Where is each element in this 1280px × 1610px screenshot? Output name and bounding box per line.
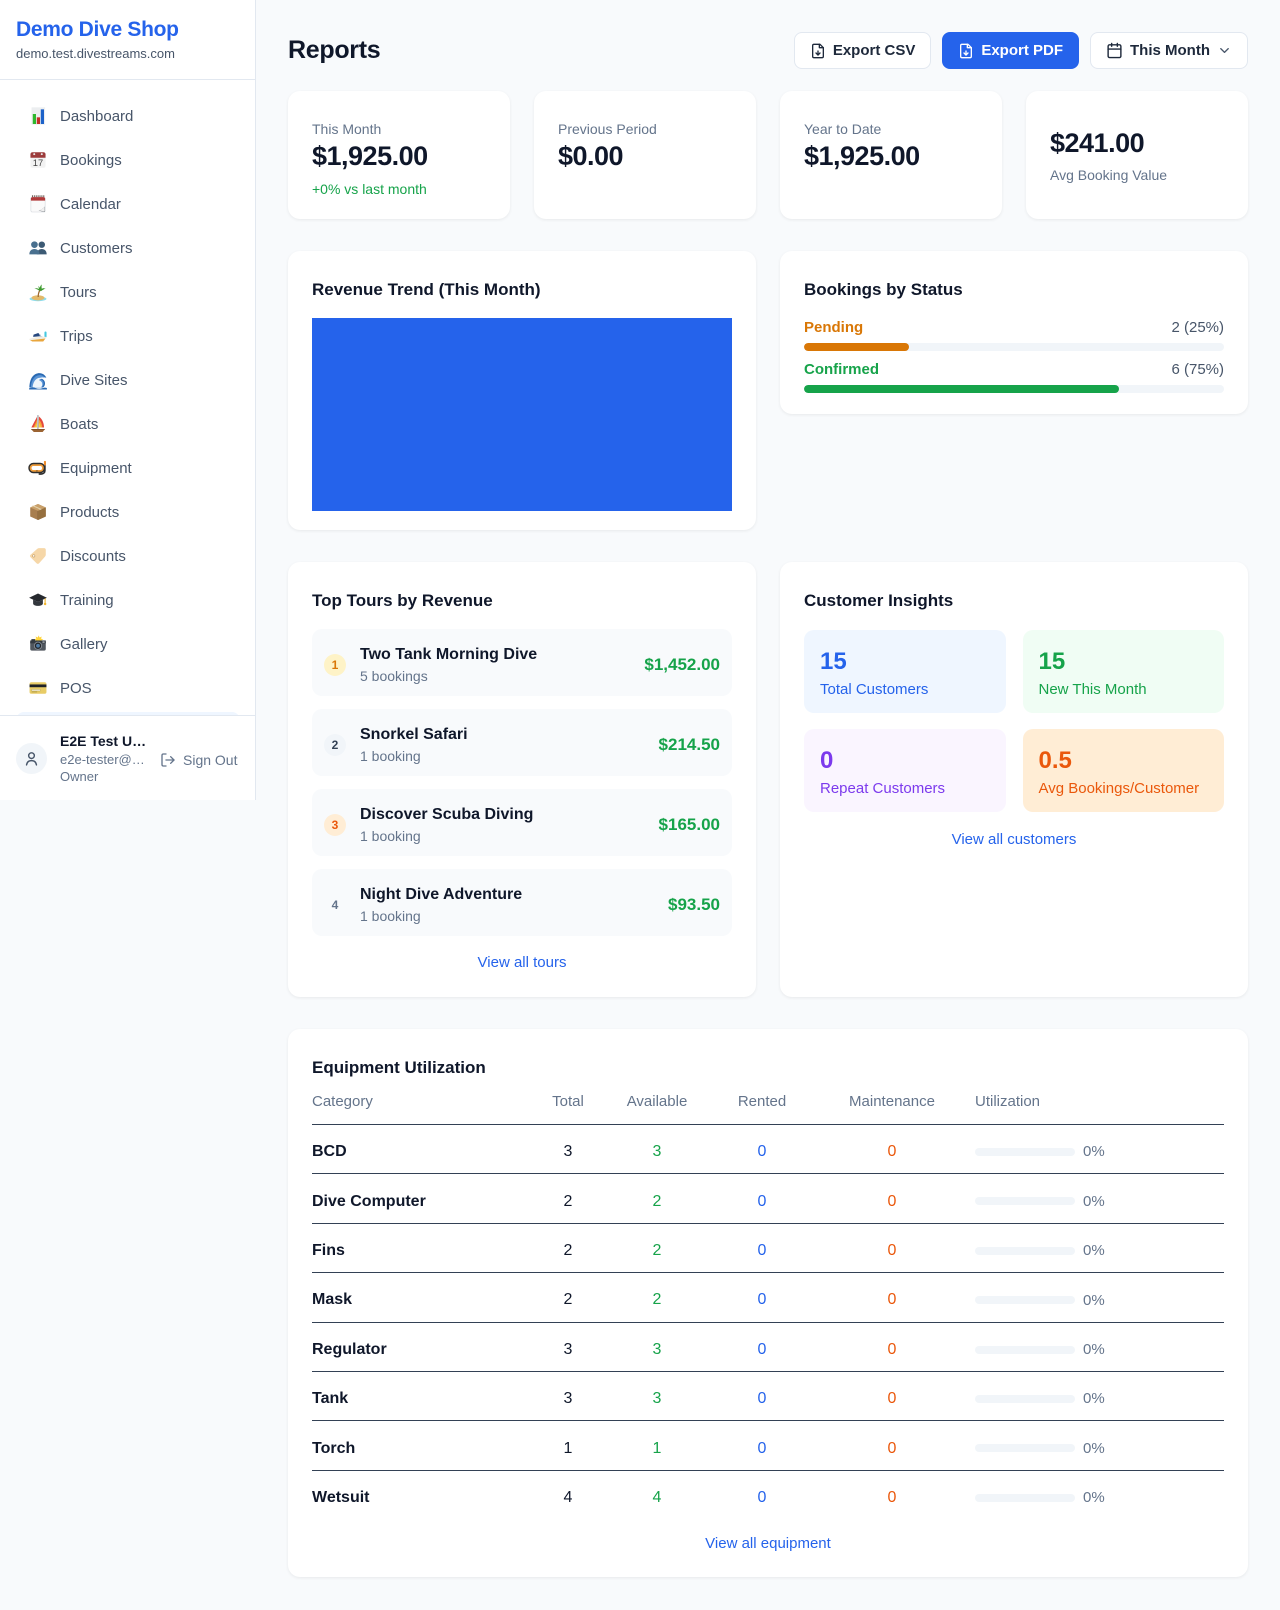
svg-text:17: 17: [33, 158, 43, 168]
